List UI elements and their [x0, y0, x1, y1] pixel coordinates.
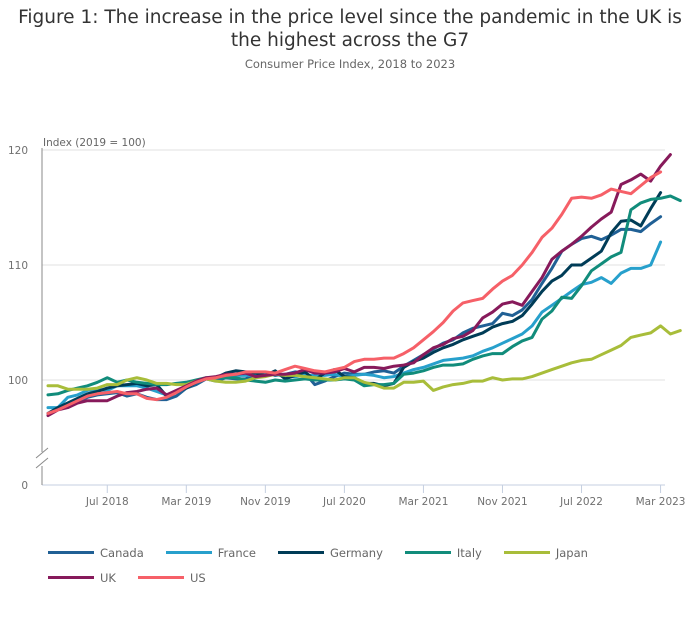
axis-break-icon [35, 447, 49, 469]
y-tick-label: 110 [8, 260, 28, 272]
legend-item-germany[interactable]: Germany [278, 546, 383, 560]
chart-title: Figure 1: The increase in the price leve… [18, 7, 682, 51]
y-tick-label: 100 [8, 375, 28, 387]
x-tick-label: Jul 2022 [559, 496, 603, 508]
series-line-japan[interactable] [46, 324, 682, 392]
x-tick-label: Nov 2021 [477, 496, 528, 508]
legend-swatch-icon [48, 551, 94, 554]
legend-item-france[interactable]: France [165, 545, 257, 560]
x-tick-label: Mar 2023 [636, 496, 686, 508]
x-tick-label: Jul 2018 [85, 496, 129, 508]
legend-item-us[interactable]: US [137, 570, 206, 585]
y-tick-label: 120 [8, 145, 28, 157]
x-tick-label: Jul 2020 [322, 496, 366, 508]
legend-swatch-icon [503, 551, 550, 554]
series-line-uk[interactable] [46, 153, 672, 418]
x-tick-label: Mar 2021 [399, 496, 449, 508]
legend-label: Japan [555, 545, 588, 560]
legend-label: Canada [100, 545, 144, 560]
legend-swatch-icon [165, 551, 212, 554]
legend-swatch-icon [278, 551, 325, 554]
legend-item-canada[interactable]: Canada [48, 546, 144, 560]
legend-row: Canada France Germany Italy Japan [48, 540, 668, 565]
legend-label: Italy [456, 545, 482, 560]
series-line-us[interactable] [46, 170, 663, 415]
legend-swatch-icon [404, 551, 451, 554]
legend-item-japan[interactable]: Japan [503, 545, 588, 560]
legend-label: US [189, 570, 206, 585]
legend-item-uk[interactable]: UK [48, 571, 116, 585]
x-tick-label: Nov 2019 [240, 496, 291, 508]
legend-row: UK US [48, 565, 668, 590]
legend-item-italy[interactable]: Italy [404, 545, 482, 560]
y-tick-label: 0 [21, 480, 28, 492]
legend-label: France [217, 545, 257, 560]
legend: Canada France Germany Italy Japan UK US [48, 540, 668, 590]
legend-swatch-icon [48, 576, 94, 579]
line-chart: Index (2019 = 100) 0 100 110 120 Jul 2018 Ma… [8, 137, 686, 508]
legend-swatch-icon [137, 576, 184, 579]
series-lines [46, 153, 682, 418]
legend-label: UK [100, 570, 116, 585]
y-axis-title: Index (2019 = 100) [43, 137, 146, 149]
chart-subtitle: Consumer Price Index, 2018 to 2023 [244, 57, 456, 71]
legend-label: Germany [330, 545, 383, 560]
x-tick-label: Mar 2019 [161, 496, 211, 508]
x-axis: Jul 2018 Mar 2019 Nov 2019 Jul 2020 Mar 2021… [42, 484, 686, 508]
y-axis-ticks: 0 100 110 120 [8, 145, 28, 492]
series-line-italy[interactable] [46, 194, 682, 397]
